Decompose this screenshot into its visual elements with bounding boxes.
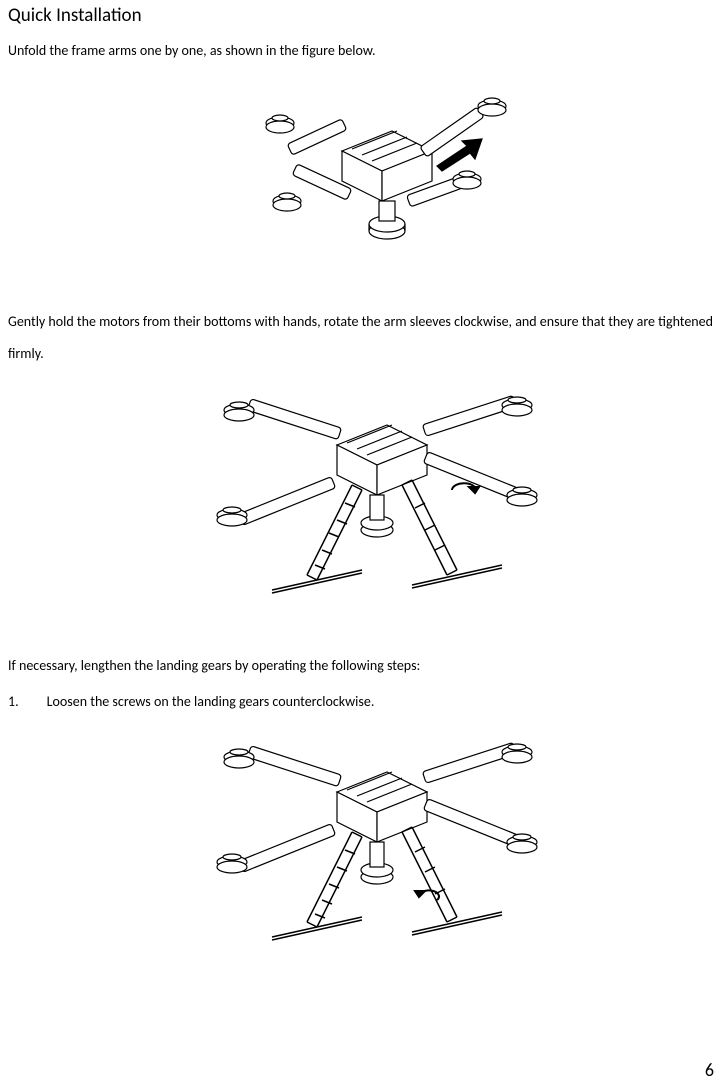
drone-landing-gear-illustration [177,722,547,992]
paragraph-1: Unfold the frame arms one by one, as sho… [8,35,716,67]
step-1-number: 1. [8,686,19,718]
figure-2 [8,375,716,650]
step-1: 1. Loosen the screws on the landing gear… [8,686,716,718]
drone-unfolded-sleeve-illustration [177,375,547,645]
figure-1 [8,71,716,306]
drone-folded-illustration [192,71,532,301]
paragraph-2: Gently hold the motors from their bottom… [8,306,716,370]
figure-3 [8,722,716,997]
page-number: 6 [705,1059,714,1081]
paragraph-3: If necessary, lengthen the landing gears… [8,650,716,682]
page-title: Quick Installation [8,4,716,27]
step-1-text: Loosen the screws on the landing gears c… [47,686,375,718]
